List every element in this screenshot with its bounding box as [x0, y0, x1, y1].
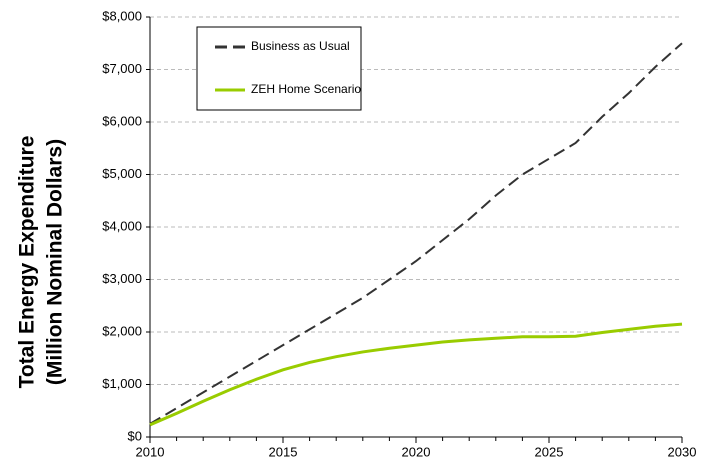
x-tick-label: 2010: [136, 444, 165, 459]
y-tick-label: $0: [128, 428, 142, 443]
y-tick-label: $2,000: [102, 323, 142, 338]
legend-label: ZEH Home Scenario: [251, 82, 361, 96]
series-line: [149, 42, 683, 425]
series-line: [149, 322, 683, 427]
x-tick-label: 2015: [269, 444, 298, 459]
y-tick-label: $5,000: [102, 166, 142, 181]
y-tick-label: $7,000: [102, 61, 142, 76]
x-tick-label: 2020: [402, 444, 431, 459]
x-tick-label: 2025: [535, 444, 564, 459]
y-tick-label: $6,000: [102, 113, 142, 128]
x-tick-label: 2030: [668, 444, 697, 459]
y-axis-title: Total Energy Expenditure: [16, 136, 39, 389]
y-tick-label: $1,000: [102, 376, 142, 391]
y-tick-label: $8,000: [102, 8, 142, 23]
legend-label: Business as Usual: [251, 39, 350, 53]
y-axis-title: (Million Nominal Dollars): [44, 139, 67, 385]
y-tick-label: $3,000: [102, 271, 142, 286]
legend-box: [196, 26, 362, 111]
y-tick-label: $4,000: [102, 218, 142, 233]
